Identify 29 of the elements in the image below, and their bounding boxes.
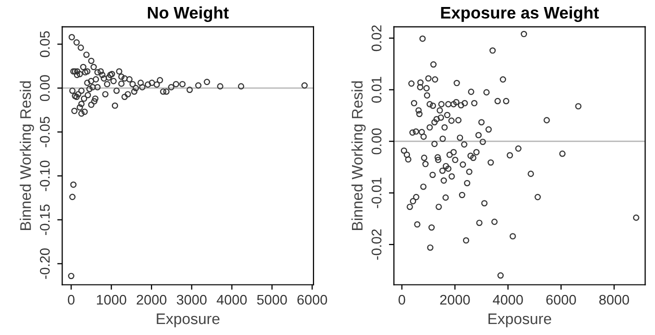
x-tick-label: 8000 xyxy=(599,294,630,305)
chart-title: No Weight xyxy=(148,6,229,22)
x-tick-label: 3000 xyxy=(176,294,207,305)
x-tick-label: 4000 xyxy=(216,294,247,305)
x-tick-label: 2000 xyxy=(136,294,166,305)
x-axis-title: Exposure xyxy=(156,314,220,328)
x-axis-title: Exposure xyxy=(488,314,552,328)
y-tick-label: 0.00 xyxy=(372,128,382,154)
chart-title: Exposure as Weight xyxy=(441,6,599,22)
x-tick-label: 1000 xyxy=(96,294,126,305)
y-tick-label: -0.15 xyxy=(40,204,50,235)
y-tick-label: -0.05 xyxy=(40,116,50,148)
y-tick-label: 0.01 xyxy=(372,76,382,103)
y-tick-label: 0.00 xyxy=(40,75,50,102)
y-tick-label: -0.20 xyxy=(40,248,50,279)
x-tick-label: 6000 xyxy=(546,294,576,305)
y-tick-label: -0.02 xyxy=(372,229,382,260)
x-tick-label: 0 xyxy=(68,294,74,305)
x-tick-label: 5000 xyxy=(257,294,287,305)
x-tick-label: 6000 xyxy=(297,294,328,305)
y-tick-label: 0.02 xyxy=(372,25,382,52)
x-tick-label: 2000 xyxy=(440,294,470,305)
y-tick-label: -0.01 xyxy=(372,178,382,208)
x-tick-label: 0 xyxy=(398,294,406,305)
y-axis-title: Binned Working Resid xyxy=(351,81,366,230)
y-tick-label: 0.05 xyxy=(40,31,50,58)
y-axis-title: Binned Working Resid xyxy=(20,81,34,230)
x-tick-label: 4000 xyxy=(492,294,523,305)
y-tick-label: -0.10 xyxy=(40,160,50,192)
